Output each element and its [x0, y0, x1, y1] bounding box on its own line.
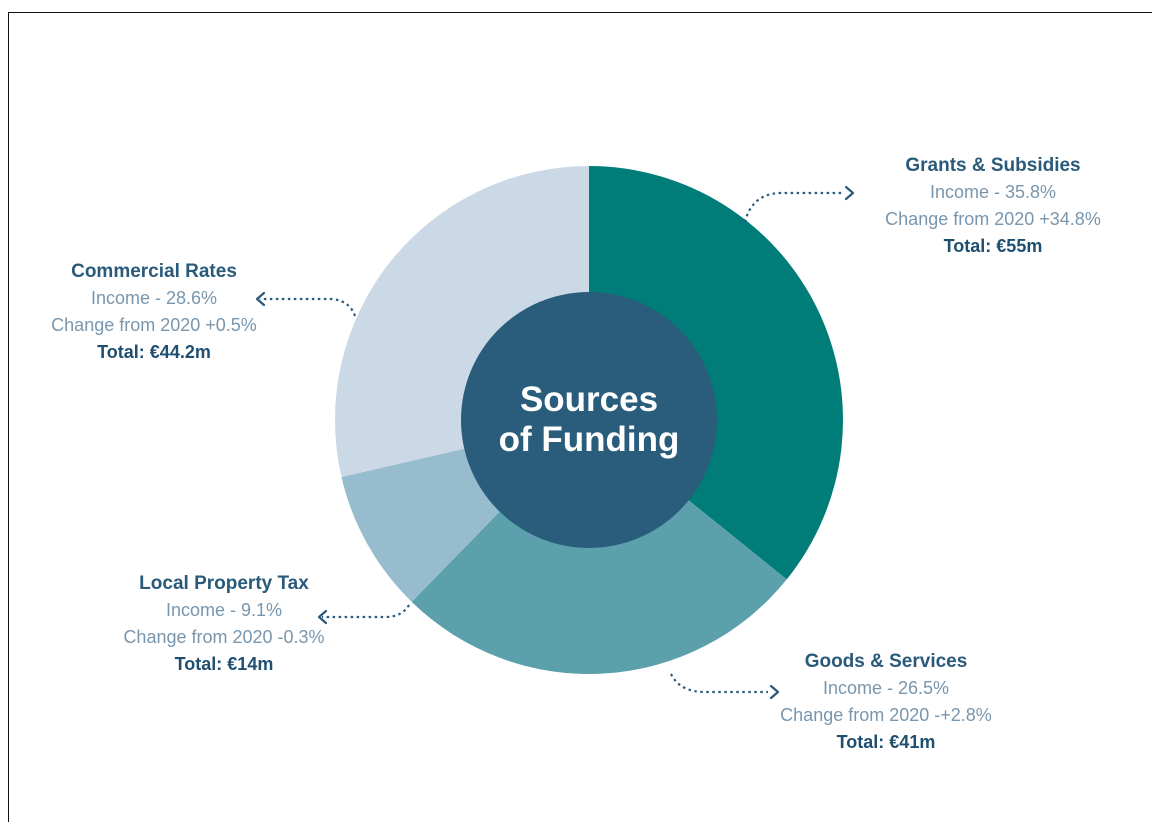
center-circle — [461, 292, 717, 548]
pie-slice-grants-subsidies — [589, 166, 843, 580]
leader-lines — [260, 191, 843, 694]
arrow-right-icon — [769, 684, 780, 700]
slice-title: Local Property Tax — [139, 573, 309, 594]
slice-total: Total: €44.2m — [97, 342, 211, 362]
label-goods-services: Goods & Services Income - 26.5% Change f… — [752, 648, 1020, 756]
arrow-left-icon — [255, 291, 266, 307]
slice-total: Total: €41m — [836, 732, 936, 752]
label-grants-subsidies: Grants & Subsidies Income - 35.8% Change… — [862, 152, 1124, 260]
label-commercial-rates: Commercial Rates Income - 28.6% Change f… — [28, 258, 280, 366]
arrow-right-icon — [844, 185, 855, 201]
leader-commercial — [260, 297, 357, 317]
arrow-left-icon — [317, 609, 328, 625]
slice-title: Grants & Subsidies — [905, 155, 1081, 176]
slice-change: Change from 2020 -+2.8% — [780, 705, 992, 725]
slice-total: Total: €55m — [943, 236, 1043, 256]
slice-income: Income - 9.1% — [165, 600, 283, 620]
slice-total: Total: €14m — [174, 654, 274, 674]
slice-change: Change from 2020 +0.5% — [51, 315, 257, 335]
center-title-line-1: Sources — [519, 380, 659, 419]
image-frame — [8, 12, 1152, 822]
center-title-line-2: of Funding — [498, 420, 680, 459]
slice-income: Income - 26.5% — [822, 678, 950, 698]
slice-change: Change from 2020 -0.3% — [123, 627, 325, 647]
slice-income: Income - 28.6% — [90, 288, 218, 308]
slice-income: Income - 35.8% — [929, 182, 1057, 202]
slice-change: Change from 2020 +34.8% — [885, 209, 1101, 229]
slice-title: Commercial Rates — [71, 261, 237, 282]
arrow-heads — [255, 185, 855, 700]
slice-title: Goods & Services — [804, 651, 968, 672]
leader-grants — [743, 191, 843, 223]
label-local-property-tax: Local Property Tax Income - 9.1% Change … — [100, 570, 348, 678]
center-title: Sources of Funding — [461, 380, 717, 460]
